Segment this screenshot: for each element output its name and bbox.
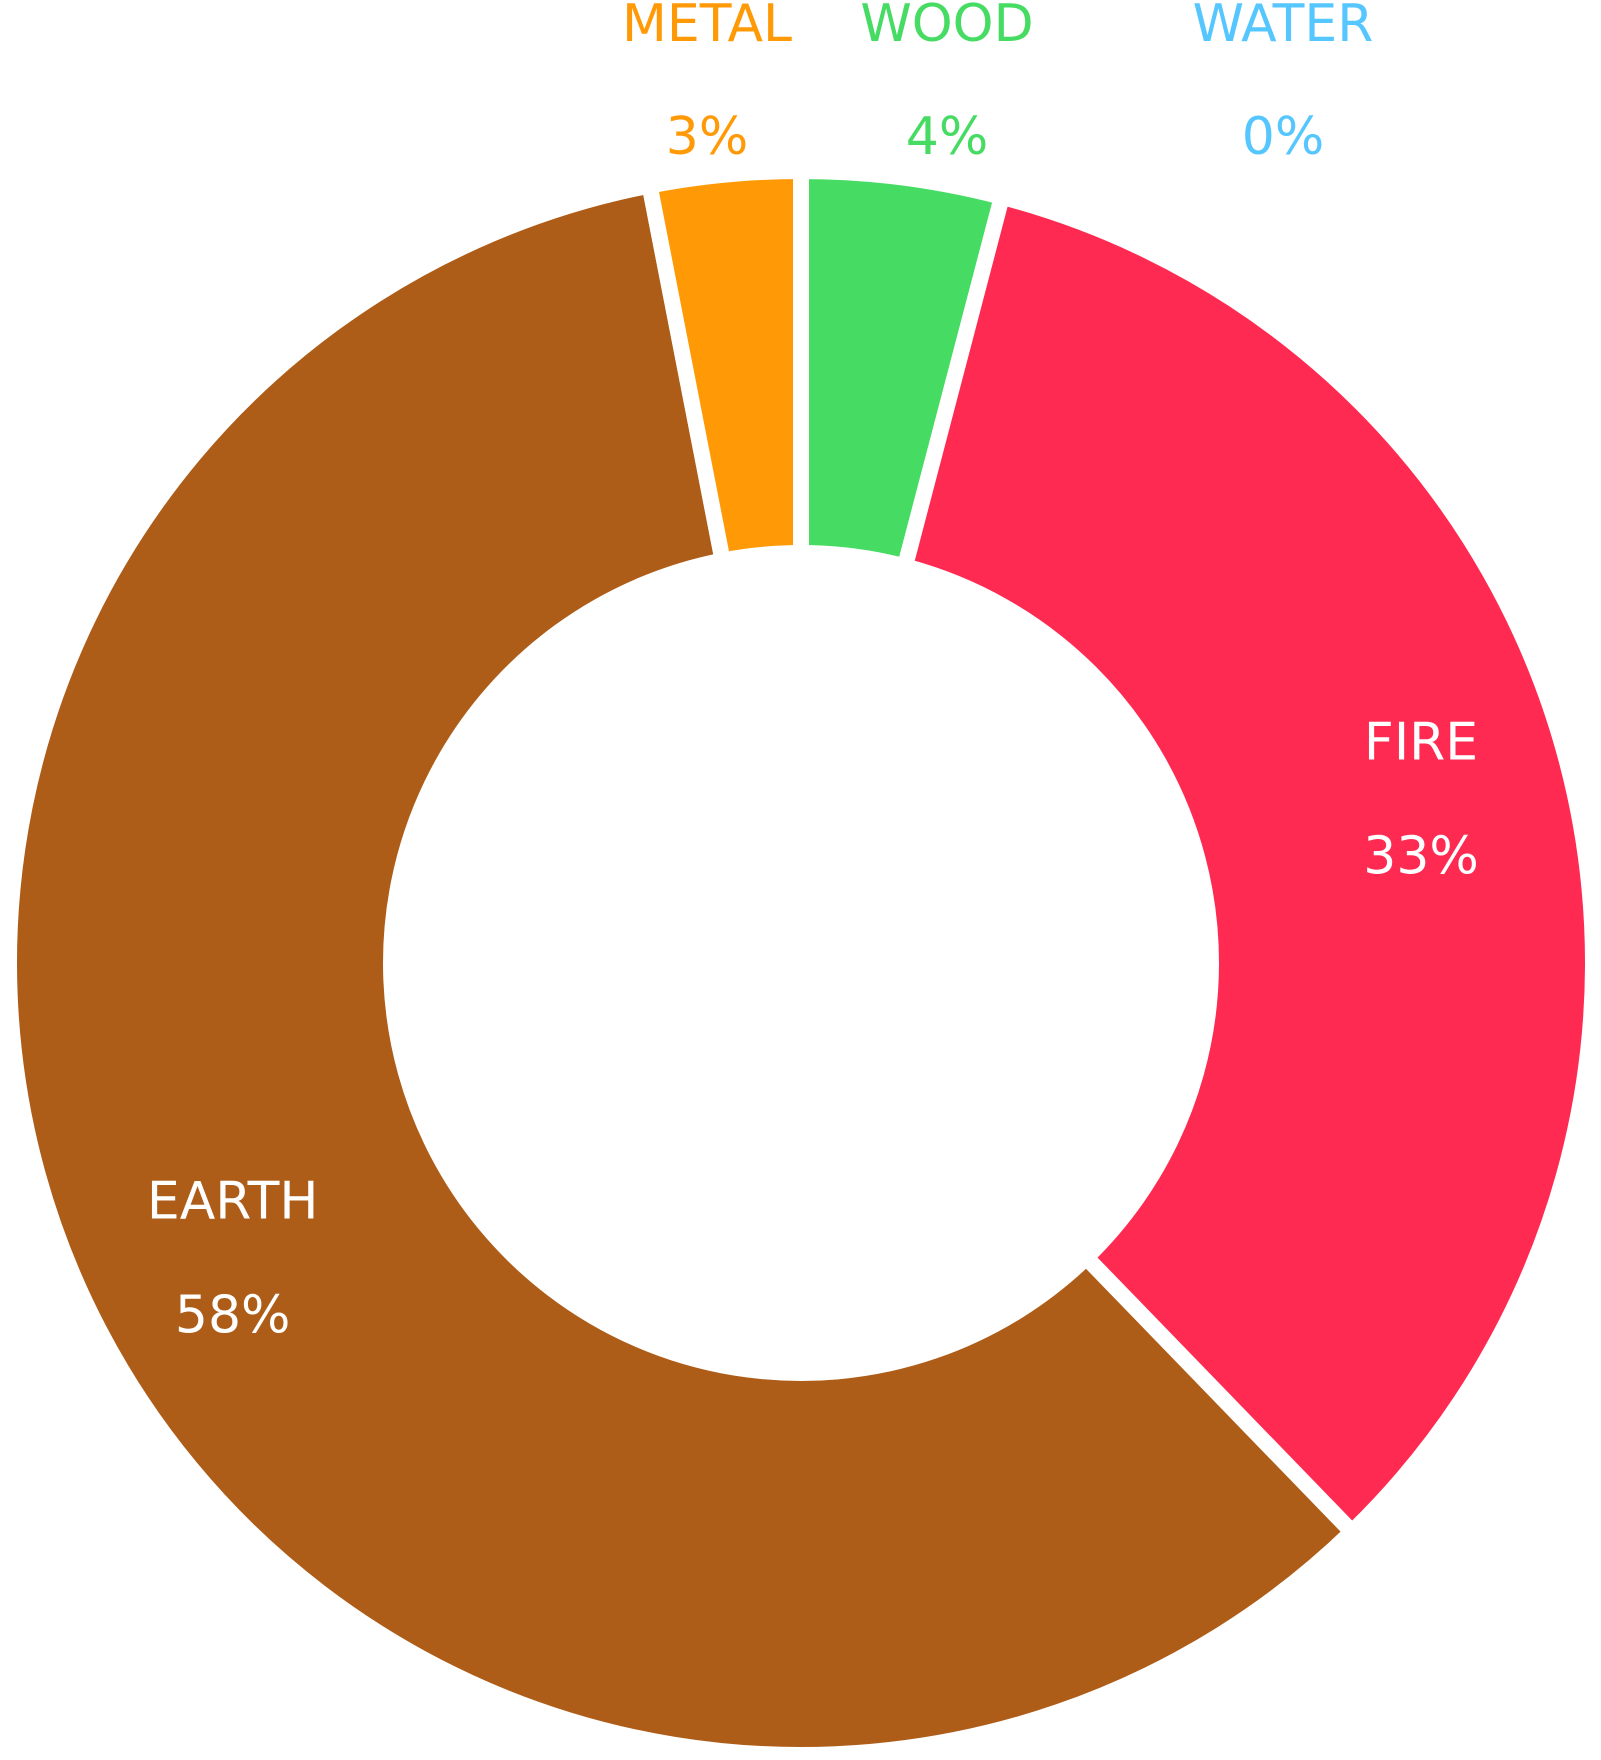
slice-value-water: 0% [1242,107,1325,167]
slice-fire [895,187,1601,1544]
slice-value-earth: 58% [175,1285,291,1345]
slices-group [1,162,1601,1760]
slice-earth [1,176,1364,1760]
slice-value-fire: 33% [1363,826,1479,886]
slice-label-wood: WOOD [860,0,1033,54]
slice-value-metal: 3% [666,107,749,167]
slice-value-wood: 4% [906,107,989,167]
labels-group: WOOD 4% FIRE 33% EARTH 58% METAL 3% WATER 0% [147,0,1479,1345]
slice-label-fire: FIRE [1364,712,1478,772]
slice-label-metal: METAL [622,0,792,54]
slice-label-water: WATER [1193,0,1374,54]
slice-label-earth: EARTH [147,1171,319,1231]
slice-metal [640,162,809,570]
